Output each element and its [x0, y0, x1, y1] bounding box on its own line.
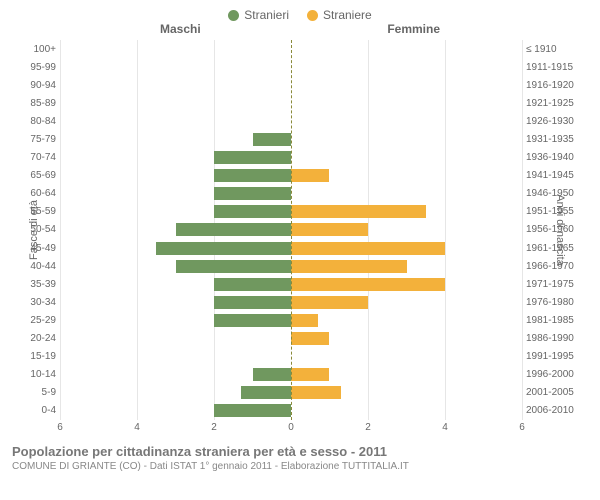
birth-year-label: 1981-1985 [526, 315, 586, 326]
birth-year-label: 1986-1990 [526, 333, 586, 344]
birth-year-label: 1956-1960 [526, 224, 586, 235]
age-label: 30-34 [16, 297, 56, 308]
age-label: 95-99 [16, 62, 56, 73]
age-label: 55-59 [16, 206, 56, 217]
bar-male [176, 223, 292, 236]
x-tick: 2 [365, 422, 371, 433]
male-swatch [228, 10, 239, 21]
bar-female [291, 260, 407, 273]
age-label: 70-74 [16, 152, 56, 163]
bar-male [253, 133, 291, 146]
age-label: 85-89 [16, 98, 56, 109]
legend-item-male: Stranieri [228, 8, 289, 22]
bar-female [291, 169, 329, 182]
bar-male [241, 386, 291, 399]
bar-female [291, 386, 341, 399]
age-label: 90-94 [16, 80, 56, 91]
age-label: 75-79 [16, 134, 56, 145]
x-tick: 6 [57, 422, 63, 433]
bar-male [214, 151, 291, 164]
age-label: 50-54 [16, 224, 56, 235]
x-tick: 6 [519, 422, 525, 433]
birth-year-label: 1916-1920 [526, 80, 586, 91]
plot-area: Fasce di età Anni di nascita 100+≤ 19109… [0, 40, 600, 420]
age-label: 25-29 [16, 315, 56, 326]
birth-year-label: 1991-1995 [526, 351, 586, 362]
age-label: 35-39 [16, 279, 56, 290]
bar-female [291, 223, 368, 236]
bar-female [291, 296, 368, 309]
bar-female [291, 242, 445, 255]
bar-male [214, 205, 291, 218]
bar-male [214, 278, 291, 291]
grid-line [522, 40, 523, 420]
birth-year-label: 1951-1955 [526, 206, 586, 217]
header-male: Maschi [160, 22, 201, 36]
age-label: 15-19 [16, 351, 56, 362]
age-label: 40-44 [16, 261, 56, 272]
zero-line [291, 40, 292, 420]
female-swatch [307, 10, 318, 21]
chart-title: Popolazione per cittadinanza straniera p… [12, 444, 588, 459]
birth-year-label: 1996-2000 [526, 369, 586, 380]
chart-subtitle: COMUNE DI GRIANTE (CO) - Dati ISTAT 1° g… [12, 461, 588, 472]
legend-female-label: Straniere [323, 8, 372, 22]
birth-year-label: 1926-1930 [526, 116, 586, 127]
birth-year-label: 1946-1950 [526, 188, 586, 199]
birth-year-label: 1961-1965 [526, 243, 586, 254]
age-label: 60-64 [16, 188, 56, 199]
chart-footer: Popolazione per cittadinanza straniera p… [0, 438, 600, 472]
birth-year-label: 2001-2005 [526, 387, 586, 398]
age-label: 0-4 [16, 405, 56, 416]
bar-female [291, 332, 329, 345]
bar-female [291, 314, 318, 327]
birth-year-label: ≤ 1910 [526, 44, 586, 55]
header-female: Femmine [387, 22, 440, 36]
bar-male [214, 169, 291, 182]
legend-item-female: Straniere [307, 8, 372, 22]
legend: Stranieri Straniere [0, 0, 600, 22]
age-label: 100+ [16, 44, 56, 55]
birth-year-label: 1931-1935 [526, 134, 586, 145]
birth-year-label: 1971-1975 [526, 279, 586, 290]
age-label: 20-24 [16, 333, 56, 344]
column-headers: Maschi Femmine [0, 22, 600, 40]
birth-year-label: 1941-1945 [526, 170, 586, 181]
birth-year-label: 1966-1970 [526, 261, 586, 272]
birth-year-label: 1921-1925 [526, 98, 586, 109]
bar-male [214, 187, 291, 200]
x-tick: 4 [442, 422, 448, 433]
age-label: 80-84 [16, 116, 56, 127]
x-tick: 2 [211, 422, 217, 433]
x-tick: 4 [134, 422, 140, 433]
age-label: 65-69 [16, 170, 56, 181]
x-axis-ticks: 6 4 2 0 2 4 6 [60, 420, 522, 438]
birth-year-label: 1911-1915 [526, 62, 586, 73]
age-label: 5-9 [16, 387, 56, 398]
birth-year-label: 1976-1980 [526, 297, 586, 308]
x-tick: 0 [288, 422, 294, 433]
bar-male [214, 404, 291, 417]
bar-male [214, 314, 291, 327]
birth-year-label: 1936-1940 [526, 152, 586, 163]
birth-year-label: 2006-2010 [526, 405, 586, 416]
age-label: 10-14 [16, 369, 56, 380]
bar-female [291, 278, 445, 291]
age-label: 45-49 [16, 243, 56, 254]
bar-female [291, 205, 426, 218]
bar-male [253, 368, 291, 381]
bar-male [156, 242, 291, 255]
legend-male-label: Stranieri [244, 8, 289, 22]
bar-male [176, 260, 292, 273]
bar-female [291, 368, 329, 381]
bar-male [214, 296, 291, 309]
